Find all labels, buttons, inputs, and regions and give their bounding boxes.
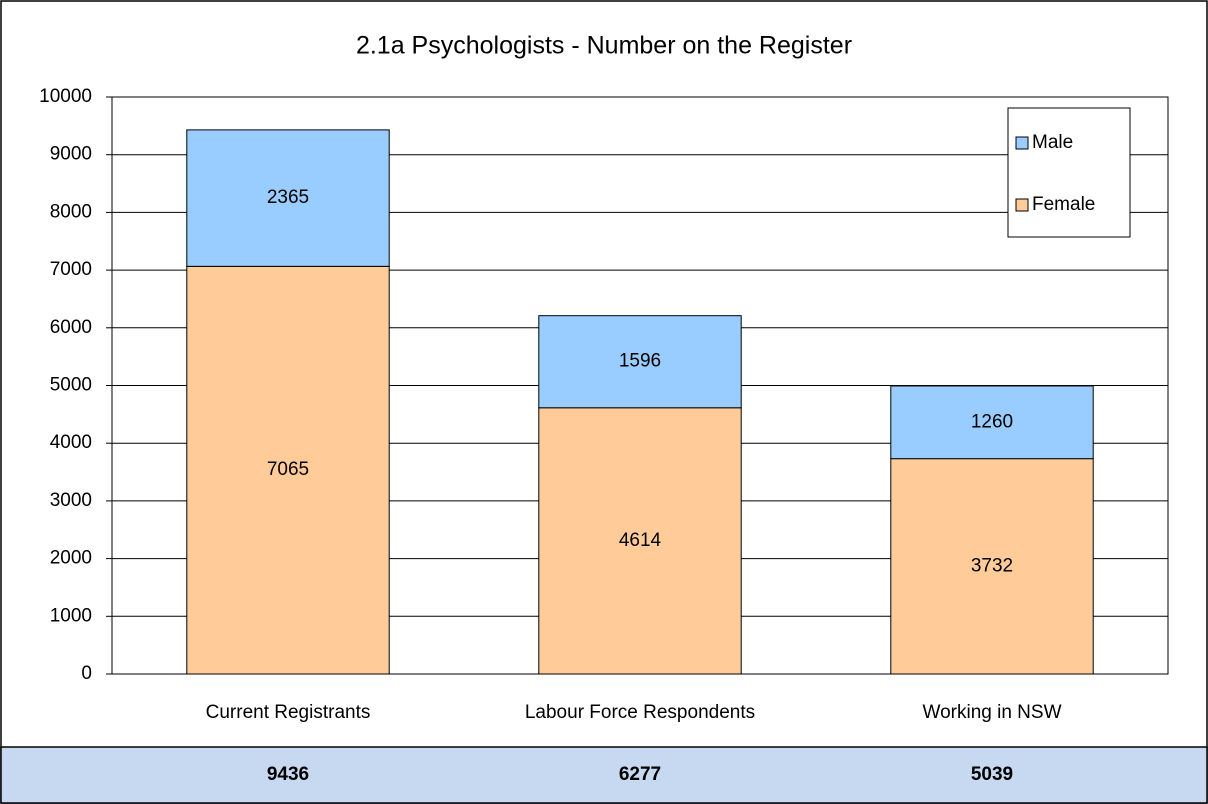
- data-label: 2365: [267, 187, 309, 208]
- data-label: 3732: [971, 555, 1013, 576]
- y-tick-label: 0: [81, 663, 92, 684]
- total-label: 6277: [619, 764, 661, 785]
- bar-segment: [538, 407, 742, 675]
- bar-segment: [538, 315, 742, 409]
- total-label: 9436: [267, 764, 309, 785]
- y-tick-label: 8000: [50, 201, 92, 222]
- y-tick-label: 2000: [50, 548, 92, 569]
- bar-segment: [890, 458, 1094, 675]
- data-label: 4614: [619, 530, 662, 551]
- data-label: 1260: [971, 411, 1013, 432]
- x-tick-label: Working in NSW: [922, 702, 1061, 723]
- x-tick-label: Labour Force Respondents: [525, 702, 755, 723]
- y-tick-label: 6000: [50, 317, 92, 338]
- bar-segment: [186, 129, 390, 267]
- total-label: 5039: [971, 764, 1013, 785]
- x-tick-label: Current Registrants: [206, 702, 371, 723]
- legend-swatch: [1015, 198, 1029, 212]
- bar-segment: [890, 385, 1094, 460]
- y-tick-label: 10000: [39, 86, 92, 107]
- totals-row: [0, 746, 1208, 804]
- y-tick-label: 1000: [50, 605, 92, 626]
- legend-box: [1007, 107, 1131, 238]
- legend-label: Male: [1032, 132, 1073, 153]
- bar-segment: [186, 265, 390, 675]
- y-tick-label: 7000: [50, 259, 92, 280]
- data-label: 7065: [267, 459, 309, 480]
- legend-label: Female: [1032, 194, 1095, 215]
- y-tick-label: 9000: [50, 144, 92, 165]
- chart-title: 2.1a Psychologists - Number on the Regis…: [356, 32, 852, 60]
- y-tick-label: 5000: [50, 375, 92, 396]
- y-tick-label: 3000: [50, 490, 92, 511]
- data-label: 1596: [619, 351, 661, 372]
- legend-swatch: [1015, 136, 1029, 150]
- y-tick-label: 4000: [50, 432, 92, 453]
